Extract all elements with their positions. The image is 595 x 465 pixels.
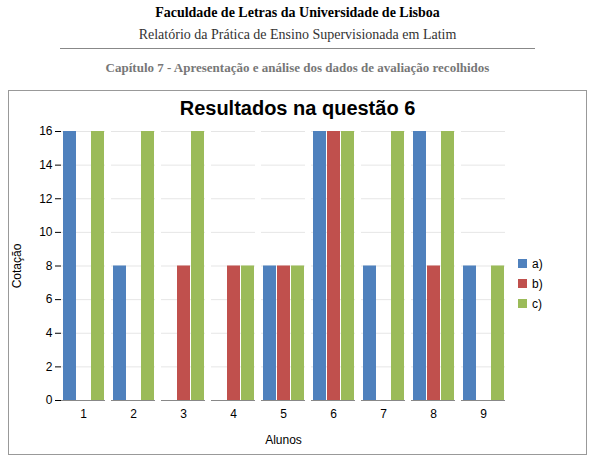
html-text:Resultados na questão 6: Resultados na questão 6 (179, 97, 416, 119)
svg-text:0: 0 (46, 393, 53, 407)
html-text:c): c) (532, 296, 542, 311)
svg-text:2: 2 (130, 407, 137, 421)
svg-text:Alunos: Alunos (265, 433, 302, 447)
svg-text:8: 8 (430, 407, 437, 421)
html-text:b): b) (532, 276, 543, 291)
svg-text:8: 8 (46, 259, 53, 273)
html-text:a): a) (532, 256, 543, 271)
html-text:Relatório da Prática de Ensino: Relatório da Prática de Ensino Supervisi… (138, 27, 457, 42)
svg-text:12: 12 (39, 192, 53, 206)
svg-text:4: 4 (46, 326, 53, 340)
svg-text:Cotação: Cotação (10, 243, 24, 288)
svg-text:9: 9 (480, 407, 487, 421)
svg-text:14: 14 (39, 158, 53, 172)
svg-text:16: 16 (39, 124, 53, 138)
html-text:Faculdade de Letras da Univers: Faculdade de Letras da Universidade de L… (155, 5, 440, 20)
svg-text:3: 3 (180, 407, 187, 421)
svg-text:6: 6 (46, 292, 53, 306)
svg-text:4: 4 (230, 407, 237, 421)
html-text:Capítulo 7 - Apresentação e an: Capítulo 7 - Apresentação e análise dos … (105, 60, 490, 75)
svg-text:10: 10 (39, 225, 53, 239)
svg-text:6: 6 (330, 407, 337, 421)
svg-text:5: 5 (280, 407, 287, 421)
svg-text:1: 1 (80, 407, 87, 421)
svg-text:7: 7 (380, 407, 387, 421)
svg-text:2: 2 (46, 360, 53, 374)
